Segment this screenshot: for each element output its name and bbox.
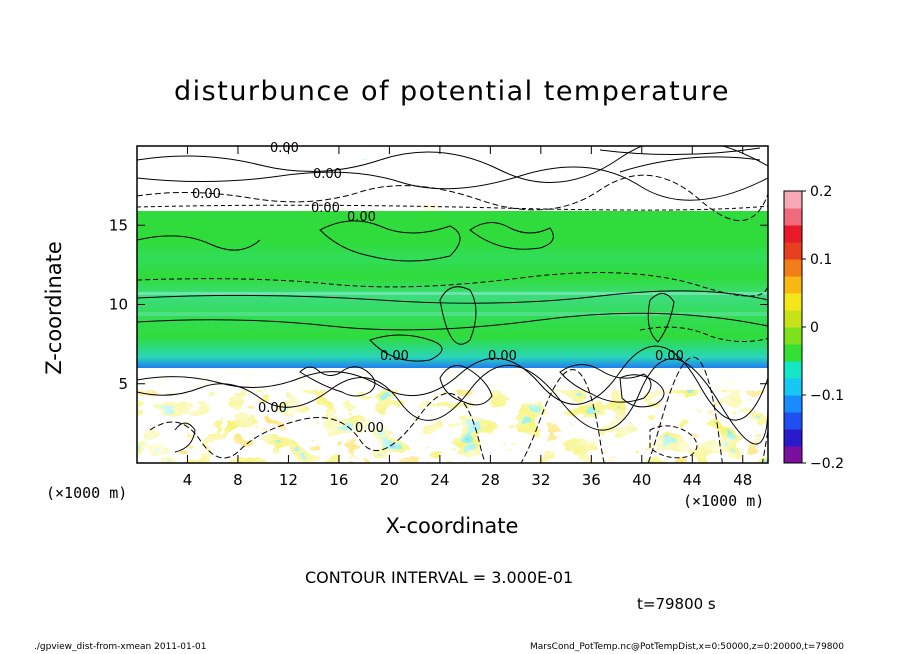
upper-layer-field [137, 146, 768, 212]
colorbar-cell [784, 395, 802, 413]
contour-label: 0.00 [488, 349, 517, 364]
contour-label: 0.00 [311, 201, 340, 216]
x-tick-label: 24 [430, 471, 449, 489]
contour-label: 0.00 [655, 349, 684, 364]
contour-label: 0.00 [313, 167, 342, 182]
contour-interval: CONTOUR INTERVAL = 3.000E-01 [305, 568, 574, 587]
colorbar-tick-label: 0 [810, 320, 819, 336]
contour-label: 0.00 [347, 210, 376, 225]
y-tick-label: 10 [109, 296, 128, 314]
y-tick-label: 15 [109, 216, 128, 234]
colorbar-cell [784, 361, 802, 379]
x-tick-label: 32 [531, 471, 550, 489]
contour-label: 0.00 [270, 141, 299, 156]
contour-label: 0.00 [192, 187, 221, 202]
x-tick-label: 4 [183, 471, 193, 489]
mid-layer-field [137, 211, 768, 368]
colorbar-cell [784, 242, 802, 260]
colorbar: 0.2 0.1 0 −0.1 −0.2 [783, 184, 844, 472]
x-tick-label: 12 [279, 471, 298, 489]
footer-script: ./gpview_dist-from-xmean 2011-01-01 [34, 642, 207, 652]
x-tick-label: 48 [733, 471, 752, 489]
colorbar-cell [784, 446, 802, 464]
x-tick-label: 8 [233, 471, 243, 489]
colorbar-cell [784, 429, 802, 447]
y-axis-unit: (×1000 m) [46, 484, 128, 502]
colorbar-cell [784, 310, 802, 328]
colorbar-tick-label: −0.2 [810, 456, 844, 472]
colorbar-cell [784, 378, 802, 396]
colorbar-cell [784, 293, 802, 311]
x-tick-label: 20 [380, 471, 399, 489]
y-axis-label: Z-coordinate [42, 241, 66, 375]
x-axis-label: X-coordinate [385, 514, 519, 538]
chart-title: disturbunce of potential temperature [174, 76, 730, 107]
x-tick-label: 16 [329, 471, 348, 489]
x-axis-unit: (×1000 m) [683, 492, 765, 510]
contour-labels: 0.00 0.00 0.00 0.00 0.00 0.00 0.00 0.00 0.00 0.00 [192, 141, 684, 436]
colorbar-cell [784, 276, 802, 294]
x-tick-label: 36 [582, 471, 601, 489]
time-label: t=79800 s [637, 595, 716, 613]
x-tick-label: 28 [481, 471, 500, 489]
colorbar-cell [784, 412, 802, 430]
colorbar-tick-label: −0.1 [810, 388, 844, 404]
y-tick-label: 5 [118, 375, 128, 393]
colorbar-tick-label: 0.2 [810, 184, 832, 200]
colorbar-cell [784, 327, 802, 345]
contour-label: 0.00 [355, 421, 384, 436]
colorbar-cell [784, 344, 802, 362]
colorbar-tick-label: 0.1 [810, 252, 832, 268]
colorbar-cell [784, 208, 802, 226]
plot-field [137, 146, 768, 463]
colorbar-cell [784, 259, 802, 277]
x-tick-label: 44 [683, 471, 702, 489]
contour-label: 0.00 [258, 401, 287, 416]
contour-label: 0.00 [380, 349, 409, 364]
x-tick-label: 40 [632, 471, 651, 489]
footer-source: MarsCond_PotTemp.nc@PotTempDist,x=0:5000… [530, 642, 844, 652]
colorbar-cell [784, 191, 802, 209]
colorbar-cell [784, 225, 802, 243]
